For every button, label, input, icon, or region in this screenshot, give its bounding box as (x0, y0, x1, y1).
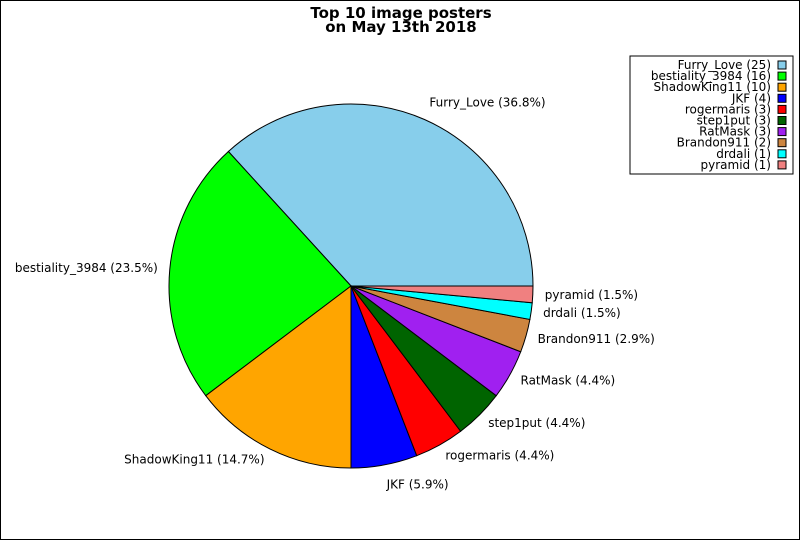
legend-entry-label: pyramid (1) (701, 158, 771, 172)
legend-swatch (777, 127, 787, 137)
legend-swatch (777, 93, 787, 103)
legend-entry-label: rogermaris (3) (685, 102, 771, 116)
legend-box (629, 55, 794, 175)
legend-swatch (777, 160, 787, 170)
slice-label: bestiality_3984 (23.5%) (15, 261, 158, 275)
legend-entry-label: RatMask (3) (699, 125, 771, 139)
pie-slice-furry-love (227, 103, 534, 287)
slice-label: Furry_Love (36.8%) (429, 96, 545, 110)
legend-entry-label: bestiality_3984 (16) (651, 69, 771, 83)
chart-subtitle: on May 13th 2018 (325, 18, 477, 36)
legend-entry-label: step1put (3) (697, 114, 771, 128)
legend-swatch (777, 82, 787, 92)
slice-label: step1put (4.4%) (488, 416, 585, 430)
slice-label: Brandon911 (2.9%) (538, 332, 655, 346)
slice-label: pyramid (1.5%) (545, 288, 638, 302)
legend-entry-label: Furry_Love (25) (678, 58, 771, 72)
slice-label: ShadowKing11 (14.7%) (124, 453, 264, 467)
slice-label: drdali (1.5%) (543, 306, 621, 320)
legend-swatch (777, 138, 787, 148)
legend-swatch (777, 71, 787, 81)
chart-title: Top 10 image posters (310, 4, 491, 22)
slice-label: JKF (5.9%) (386, 478, 449, 492)
legend-entry-label: JKF (4) (731, 91, 771, 105)
legend: Furry_Love (25)bestiality_3984 (16)Shado… (629, 55, 794, 175)
legend-entry-label: drdali (1) (716, 147, 771, 161)
legend-swatch (777, 149, 787, 159)
pie-labels: Furry_Love (36.8%) bestiality_3984 (23.5%… (15, 96, 655, 492)
pie-slice-bestiality-3984 (168, 150, 352, 397)
legend-entry-label: ShadowKing11 (10) (654, 80, 772, 94)
pie-slice-pyramid (350, 285, 534, 304)
slice-label: rogermaris (4.4%) (445, 449, 554, 463)
legend-swatch (777, 116, 787, 125)
pie-slice-shadowking11 (205, 284, 352, 469)
legend-swatch (777, 60, 787, 70)
slice-label: RatMask (4.4%) (521, 373, 616, 387)
legend-swatch (777, 104, 787, 114)
legend-entry-label: Brandon911 (2) (677, 136, 771, 150)
pie-slices (168, 103, 534, 469)
